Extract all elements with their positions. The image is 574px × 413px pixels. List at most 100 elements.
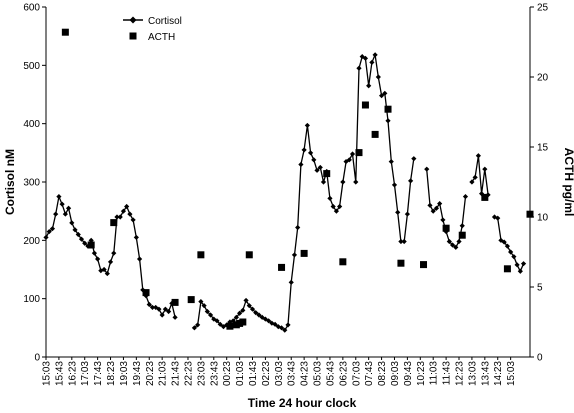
x-tick-label: 01:03	[235, 361, 246, 386]
cortisol-point	[95, 256, 101, 262]
cortisol-point	[78, 236, 85, 242]
x-tick-label: 07:43	[364, 361, 375, 386]
x-tick-label: 09:43	[403, 361, 414, 386]
cortisol-point	[446, 238, 452, 245]
cortisol-point	[401, 238, 407, 245]
cortisol-point	[437, 200, 443, 207]
cortisol-point	[382, 90, 388, 96]
cortisol-point	[311, 157, 317, 163]
cortisol-point	[375, 74, 381, 80]
cortisol-point	[240, 307, 246, 313]
cortisol-point	[117, 214, 123, 220]
x-tick-label: 01:43	[248, 361, 259, 386]
acth-point	[526, 210, 534, 218]
cortisol-point	[482, 166, 488, 172]
acth-point	[278, 263, 286, 271]
x-tick-label: 23:03	[196, 361, 207, 386]
cortisol-line-segment	[494, 216, 525, 273]
left-y-tick-label: 200	[23, 236, 40, 247]
left-y-axis-ticks: 0 100 200 300 400 500 600	[23, 3, 46, 364]
cortisol-point	[288, 279, 294, 285]
x-tick-label: 07:03	[351, 361, 362, 386]
cortisol-point	[385, 118, 391, 124]
left-y-tick-label: 0	[34, 353, 40, 364]
x-tick-label: 13:43	[480, 361, 491, 386]
acth-series	[61, 28, 534, 330]
acth-point	[300, 249, 308, 257]
cortisol-point	[359, 53, 365, 60]
cortisol-point	[404, 211, 410, 217]
cortisol-point	[475, 153, 481, 159]
x-tick-label: 16:23	[67, 361, 78, 386]
cortisol-point	[459, 223, 465, 229]
cortisol-point	[46, 228, 52, 235]
cortisol-point	[214, 318, 220, 324]
x-tick-label: 03:43	[287, 361, 298, 386]
right-y-tick-label: 10	[537, 213, 549, 224]
right-y-tick-label: 5	[537, 283, 543, 294]
cortisol-point	[130, 217, 136, 223]
x-tick-label: 08:23	[377, 361, 388, 386]
cortisol-point	[62, 211, 68, 217]
cortisol-point	[427, 202, 433, 208]
cortisol-point	[172, 314, 178, 320]
acth-point	[355, 149, 363, 157]
x-tick-label: 20:23	[145, 361, 156, 386]
acth-point	[187, 296, 195, 304]
x-tick-label: 15:03	[506, 361, 517, 386]
cortisol-point	[156, 306, 162, 312]
cortisol-point	[314, 167, 320, 173]
cortisol-line-segment	[471, 155, 489, 195]
cortisol-point	[233, 314, 239, 320]
cortisol-point	[53, 211, 59, 217]
x-tick-label: 09:03	[390, 361, 401, 386]
cortisol-point	[395, 209, 401, 215]
acth-point	[142, 289, 150, 297]
acth-point	[371, 130, 379, 138]
acth-point	[339, 258, 347, 266]
x-axis-ticks: 15:03 15:43 16:23 17:03 17:43 18:23 19:03 19:43…	[42, 357, 517, 386]
cortisol-point	[291, 252, 298, 258]
acth-point	[197, 251, 205, 259]
acth-point	[239, 318, 247, 326]
x-tick-label: 19:43	[132, 361, 143, 386]
acth-point	[110, 219, 118, 227]
cortisol-point	[195, 322, 201, 328]
cortisol-point	[337, 203, 343, 210]
cortisol-point	[237, 310, 243, 316]
cortisol-point	[378, 93, 385, 99]
x-tick-label: 22:23	[183, 361, 194, 386]
cortisol-point	[343, 158, 349, 165]
cortisol-series	[45, 52, 525, 332]
cortisol-point	[153, 304, 159, 311]
acth-point	[384, 105, 392, 113]
cortisol-point	[517, 268, 523, 274]
cortisol-markers	[43, 52, 527, 333]
acth-point	[420, 261, 428, 269]
cortisol-point	[266, 318, 272, 324]
cortisol-point	[353, 179, 359, 185]
x-tick-label: 05:43	[325, 361, 336, 386]
cortisol-point	[82, 240, 88, 246]
cortisol-point	[356, 65, 362, 71]
cortisol-point	[366, 83, 372, 89]
x-tick-label: 23:43	[209, 361, 220, 386]
x-tick-label: 17:03	[80, 361, 91, 386]
cortisol-point	[495, 215, 501, 221]
cortisol-point	[369, 59, 375, 66]
x-tick-label: 00:23	[222, 361, 233, 386]
left-y-tick-label: 500	[23, 61, 40, 72]
acth-point	[61, 28, 69, 36]
acth-point	[171, 298, 179, 306]
x-tick-label: 03:03	[274, 361, 285, 386]
cortisol-point	[204, 308, 210, 315]
cortisol-point	[498, 237, 504, 243]
cortisol-point	[424, 166, 430, 172]
cortisol-point	[49, 226, 56, 232]
cortisol-point	[511, 254, 517, 260]
cortisol-point	[388, 158, 394, 165]
y2-axis-title: ACTH pg/ml	[562, 148, 574, 217]
cortisol-point	[453, 244, 459, 250]
legend-acth-marker	[129, 32, 137, 40]
x-tick-label: 15:03	[42, 361, 53, 386]
